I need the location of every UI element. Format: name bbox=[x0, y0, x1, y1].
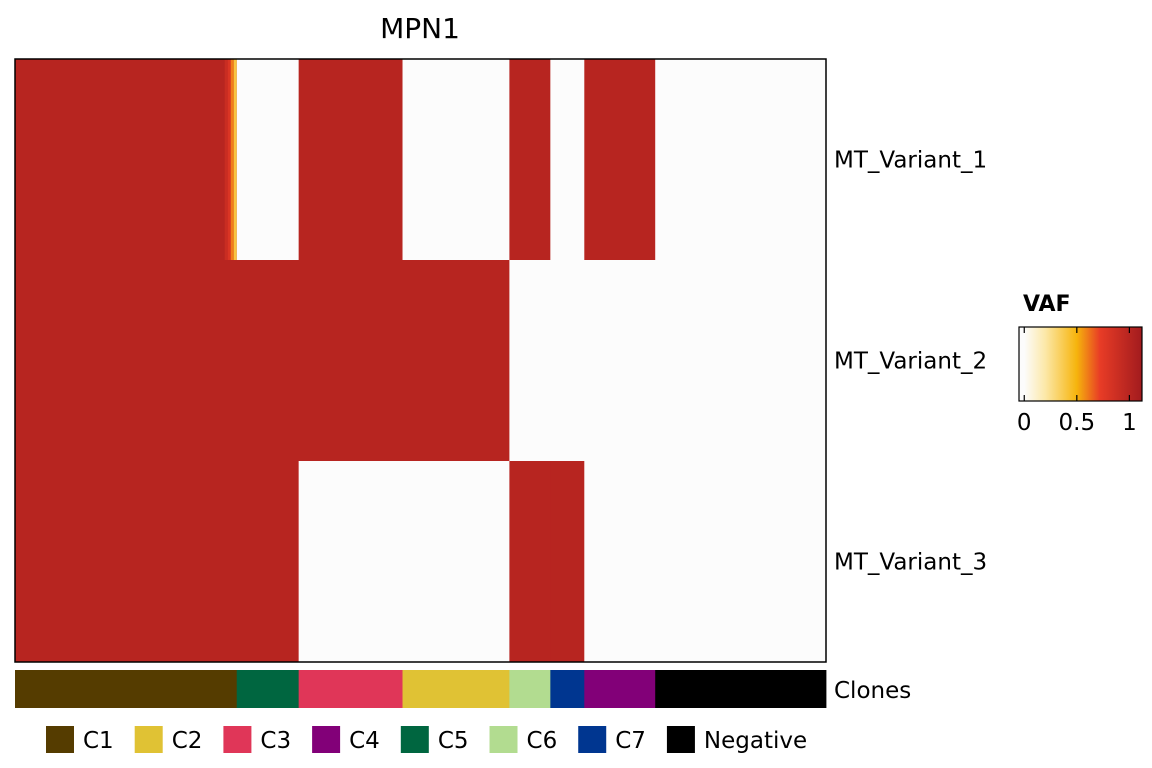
heatmap-cell bbox=[402, 260, 510, 462]
heatmap-cell bbox=[584, 260, 656, 462]
colorbar-tick-label: 1 bbox=[1122, 410, 1137, 436]
annotation-segment bbox=[236, 670, 300, 708]
heatmap-cell bbox=[509, 461, 551, 663]
legend-swatch bbox=[578, 726, 607, 753]
legend-label: C5 bbox=[438, 728, 469, 754]
legend-label: Negative bbox=[704, 728, 807, 754]
row-label: MT_Variant_3 bbox=[834, 550, 987, 576]
legend-label: C7 bbox=[615, 728, 646, 754]
heatmap-cell bbox=[236, 461, 300, 663]
annotation-segment bbox=[550, 670, 585, 708]
row-labels: MT_Variant_1 MT_Variant_2 MT_Variant_3 bbox=[834, 148, 987, 576]
heatmap-body bbox=[15, 59, 827, 663]
legend-swatch bbox=[489, 726, 518, 753]
chart-title: MPN1 bbox=[380, 12, 460, 45]
heatmap-cell bbox=[655, 59, 827, 261]
heatmap-cell bbox=[584, 59, 656, 261]
heatmap-cell bbox=[15, 461, 238, 663]
legend-label: C2 bbox=[172, 728, 203, 754]
legend-swatch bbox=[223, 726, 252, 753]
row-label: MT_Variant_1 bbox=[834, 148, 987, 174]
heatmap-cell bbox=[655, 260, 827, 462]
legend-swatch bbox=[666, 726, 695, 753]
legend-swatch bbox=[312, 726, 341, 753]
heatmap-cell bbox=[227, 59, 231, 260]
heatmap-cell bbox=[298, 260, 403, 462]
legend-swatch bbox=[134, 726, 163, 753]
heatmap-cell bbox=[402, 59, 510, 261]
legend-label: C4 bbox=[349, 728, 380, 754]
heatmap-cell bbox=[233, 59, 237, 260]
heatmap-cell bbox=[550, 260, 585, 462]
heatmap-cell bbox=[15, 260, 238, 462]
clone-legend: C1 C2 C3 C4 C5 C6 C7 Negative bbox=[46, 726, 807, 754]
colorbar-title: VAF bbox=[1023, 292, 1071, 317]
annotation-segment bbox=[402, 670, 510, 708]
heatmap-border bbox=[14, 58, 827, 663]
heatmap-cell bbox=[230, 59, 234, 260]
row-label: MT_Variant_2 bbox=[834, 349, 987, 375]
heatmap-cell bbox=[402, 461, 510, 663]
colorbar-gradient bbox=[1018, 326, 1143, 402]
annotation-segment bbox=[584, 670, 656, 708]
heatmap-cell bbox=[15, 59, 238, 261]
legend-swatch bbox=[46, 726, 74, 753]
heatmap-cell bbox=[298, 59, 403, 261]
heatmap-cell bbox=[584, 461, 656, 663]
legend-label: C1 bbox=[83, 728, 114, 754]
heatmap-cell bbox=[655, 461, 827, 663]
legend-label: C3 bbox=[260, 728, 291, 754]
annotation-segment bbox=[655, 670, 827, 708]
heatmap-cell bbox=[298, 461, 403, 663]
heatmap-cell bbox=[550, 59, 585, 261]
annotation-segment bbox=[298, 670, 403, 708]
colorbar-tick-label: 0 bbox=[1017, 410, 1032, 436]
annotation-segment bbox=[509, 670, 551, 708]
heatmap-cell bbox=[509, 59, 551, 261]
vaf-colorbar: VAF 0 0.5 1 bbox=[1017, 292, 1143, 436]
heatmap-cell bbox=[224, 59, 228, 260]
heatmap-cell bbox=[236, 59, 300, 261]
heatmap-cell bbox=[236, 260, 300, 462]
clone-annotation-bar bbox=[15, 670, 827, 708]
annotation-label: Clones bbox=[834, 678, 911, 704]
annotation-segment bbox=[15, 670, 238, 708]
legend-swatch bbox=[400, 726, 429, 753]
heatmap-cell bbox=[550, 461, 585, 663]
heatmap-cell bbox=[509, 260, 551, 462]
legend-label: C6 bbox=[527, 728, 558, 754]
colorbar-tick-label: 0.5 bbox=[1059, 410, 1096, 436]
